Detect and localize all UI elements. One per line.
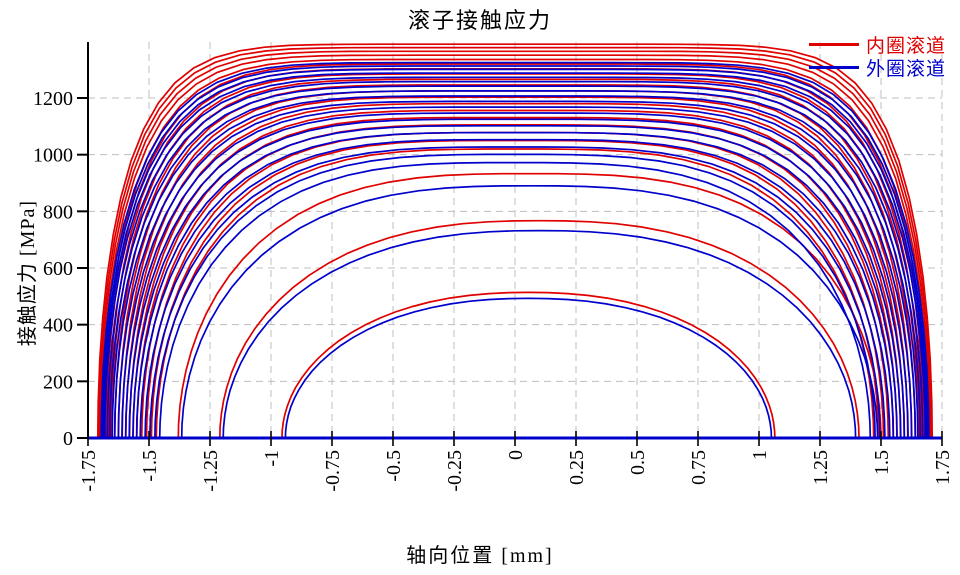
outer-raceway-curve [132, 118, 898, 439]
outer-raceway-curve [106, 76, 924, 439]
inner-raceway-curve [135, 116, 895, 439]
inner-raceway-curve [132, 109, 898, 439]
inner-raceway-curve [124, 96, 906, 439]
x-tick-label: -0.25 [444, 450, 466, 492]
outer-raceway-curve [113, 90, 917, 439]
inner-raceway-line-icon [808, 43, 859, 46]
outer-raceway-curve [149, 146, 881, 439]
x-tick-label: 1.5 [871, 450, 893, 475]
outer-raceway-curve [108, 80, 922, 439]
outer-raceway-curve [117, 95, 913, 439]
x-tick-label: -1.25 [200, 450, 222, 492]
outer-raceway-curve [100, 61, 930, 439]
outer-raceway-curve [121, 100, 909, 439]
outer-raceway-curve [111, 85, 919, 439]
x-tick-label: -0.75 [322, 450, 344, 492]
inner-raceway-curve [155, 148, 875, 439]
y-tick-label: 400 [43, 315, 73, 337]
inner-raceway-curve [218, 219, 860, 439]
outer-raceway-curve [124, 106, 906, 439]
y-tick-label: 0 [63, 428, 73, 450]
y-tick-label: 600 [43, 258, 73, 280]
outer-raceway-curve [101, 65, 929, 439]
x-tick-label: -1 [261, 450, 283, 467]
x-tick-label: -1.75 [78, 450, 100, 492]
x-tick-label: 1 [749, 450, 771, 460]
y-tick-label: 1000 [33, 145, 73, 167]
outer-raceway-curve [139, 131, 891, 439]
legend-label-outer-raceway: 外圈滚道 [865, 59, 946, 80]
legend-item-outer-raceway: 外圈滚道 [808, 56, 946, 80]
inner-raceway-curve [281, 291, 776, 439]
inner-raceway-curve [140, 124, 890, 439]
y-tick-label: 1200 [33, 88, 73, 110]
outer-raceway-curve [284, 297, 773, 439]
outer-raceway-curve [102, 68, 928, 439]
x-tick-label: 1.25 [810, 450, 832, 485]
x-tick-label: 0 [505, 450, 527, 460]
x-tick-label: -0.5 [383, 450, 405, 482]
legend: 内圈滚道 外圈滚道 [808, 33, 946, 80]
outer-raceway-curve [180, 184, 879, 439]
x-tick-label: 0.25 [566, 450, 588, 485]
outer-raceway-curve [158, 161, 872, 439]
x-tick-label: 0.75 [688, 450, 710, 485]
legend-label-inner-raceway: 内圈滚道 [865, 36, 946, 57]
inner-raceway-curve [100, 54, 930, 439]
x-axis-title: 轴向位置 [mm] [406, 545, 554, 567]
inner-raceway-curve [113, 78, 917, 439]
y-tick-label: 800 [43, 201, 73, 223]
outer-raceway-curve [222, 229, 857, 439]
chart-title: 滚子接触应力 [407, 8, 552, 33]
inner-raceway-curve [98, 46, 932, 439]
inner-raceway-curve [99, 50, 931, 439]
inner-raceway-curve [96, 43, 934, 439]
outer-raceway-curve [144, 138, 886, 439]
outer-raceway-curve [128, 112, 902, 439]
y-axis-title: 接触应力 [MPa] [17, 199, 39, 347]
x-tick-label: -1.5 [139, 450, 161, 482]
x-tick-label: 1.75 [932, 450, 954, 485]
inner-raceway-curve [128, 102, 902, 439]
outer-raceway-curve [103, 72, 927, 439]
outer-raceway-line-icon [808, 66, 859, 69]
outer-raceway-curve [135, 124, 895, 439]
outer-raceway-curve [154, 153, 876, 439]
legend-item-inner-raceway: 内圈滚道 [808, 33, 946, 57]
y-tick-label: 200 [43, 371, 73, 393]
x-tick-label: 0.5 [627, 450, 649, 475]
